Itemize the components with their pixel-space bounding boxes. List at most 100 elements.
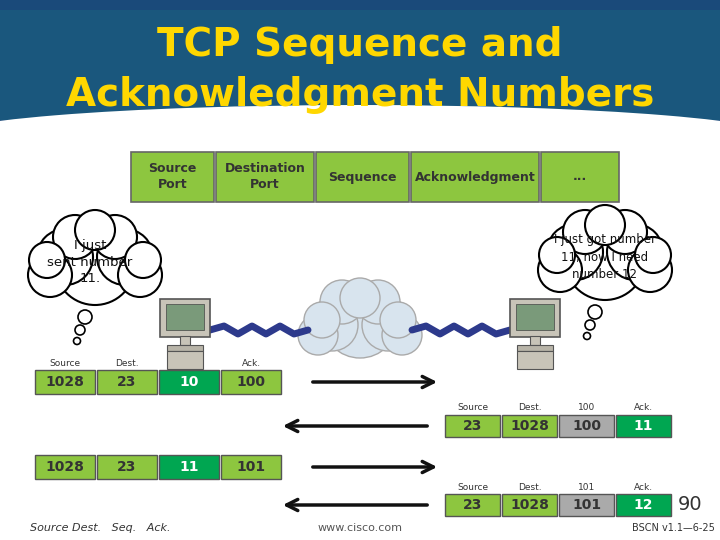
Circle shape: [304, 302, 340, 338]
Circle shape: [28, 253, 72, 297]
Text: Dest.: Dest.: [518, 403, 541, 413]
Text: 12: 12: [634, 498, 653, 512]
Circle shape: [97, 229, 153, 285]
FancyBboxPatch shape: [221, 370, 281, 394]
Circle shape: [585, 205, 625, 245]
FancyBboxPatch shape: [167, 351, 203, 369]
Circle shape: [320, 280, 364, 324]
Text: I just
sent number
11.: I just sent number 11.: [48, 239, 132, 286]
Text: 23: 23: [463, 419, 482, 433]
Circle shape: [607, 224, 663, 280]
FancyBboxPatch shape: [517, 345, 553, 351]
Circle shape: [75, 325, 85, 335]
Text: 11: 11: [634, 419, 653, 433]
Text: Source: Source: [457, 403, 488, 413]
FancyBboxPatch shape: [221, 455, 281, 479]
Circle shape: [118, 253, 162, 297]
Text: 101: 101: [236, 460, 266, 474]
Text: 100: 100: [572, 419, 601, 433]
FancyBboxPatch shape: [97, 455, 157, 479]
FancyBboxPatch shape: [541, 152, 619, 202]
Text: Ack.: Ack.: [634, 483, 653, 491]
FancyBboxPatch shape: [167, 345, 203, 351]
Circle shape: [628, 248, 672, 292]
Text: 23: 23: [117, 460, 137, 474]
Text: Dest.: Dest.: [115, 359, 139, 368]
FancyBboxPatch shape: [559, 494, 614, 516]
Circle shape: [547, 224, 603, 280]
Text: Destination
Port: Destination Port: [225, 163, 305, 192]
Circle shape: [635, 237, 671, 273]
Circle shape: [340, 278, 380, 318]
Circle shape: [93, 215, 137, 259]
Text: Ack.: Ack.: [241, 359, 261, 368]
FancyBboxPatch shape: [216, 152, 314, 202]
Circle shape: [322, 282, 398, 358]
Circle shape: [78, 310, 92, 324]
FancyBboxPatch shape: [159, 455, 219, 479]
FancyBboxPatch shape: [131, 152, 214, 202]
Text: BSCN v1.1—6-25: BSCN v1.1—6-25: [632, 523, 715, 533]
Circle shape: [563, 210, 607, 254]
Text: Acknowledgment: Acknowledgment: [415, 171, 536, 184]
FancyBboxPatch shape: [159, 370, 219, 394]
Text: 90: 90: [678, 496, 702, 515]
Text: Acknowledgment Numbers: Acknowledgment Numbers: [66, 76, 654, 114]
Circle shape: [73, 338, 81, 345]
Ellipse shape: [0, 105, 720, 175]
FancyBboxPatch shape: [510, 299, 560, 337]
Circle shape: [380, 302, 416, 338]
Text: 1028: 1028: [45, 375, 84, 389]
Text: 101: 101: [572, 498, 601, 512]
Text: 1028: 1028: [45, 460, 84, 474]
Text: 10: 10: [179, 375, 199, 389]
Circle shape: [585, 320, 595, 330]
Text: Sequence: Sequence: [328, 171, 397, 184]
Text: Ack.: Ack.: [634, 403, 653, 413]
Circle shape: [29, 242, 65, 278]
FancyBboxPatch shape: [517, 351, 553, 369]
FancyBboxPatch shape: [445, 415, 500, 437]
Circle shape: [55, 225, 135, 305]
Text: ...: ...: [573, 171, 587, 184]
Circle shape: [539, 237, 575, 273]
FancyBboxPatch shape: [616, 415, 671, 437]
Text: 11: 11: [179, 460, 199, 474]
Text: www.cisco.com: www.cisco.com: [318, 523, 402, 533]
Circle shape: [583, 333, 590, 340]
Circle shape: [603, 210, 647, 254]
FancyBboxPatch shape: [160, 299, 210, 337]
Text: 23: 23: [463, 498, 482, 512]
FancyBboxPatch shape: [0, 0, 720, 135]
Circle shape: [125, 242, 161, 278]
Text: Source Dest.   Seq.   Ack.: Source Dest. Seq. Ack.: [30, 523, 171, 533]
FancyBboxPatch shape: [411, 152, 539, 202]
Circle shape: [565, 220, 645, 300]
Circle shape: [306, 299, 358, 351]
FancyBboxPatch shape: [445, 494, 500, 516]
FancyBboxPatch shape: [530, 336, 540, 345]
Circle shape: [53, 215, 97, 259]
Circle shape: [588, 305, 602, 319]
Text: Dest.: Dest.: [518, 483, 541, 491]
FancyBboxPatch shape: [502, 494, 557, 516]
Text: 100: 100: [578, 403, 595, 413]
FancyBboxPatch shape: [166, 304, 204, 330]
FancyBboxPatch shape: [616, 494, 671, 516]
Text: TCP Sequence and: TCP Sequence and: [157, 26, 563, 64]
FancyBboxPatch shape: [559, 415, 614, 437]
FancyBboxPatch shape: [35, 455, 95, 479]
Circle shape: [37, 229, 93, 285]
Circle shape: [75, 210, 115, 250]
Text: 1028: 1028: [510, 498, 549, 512]
Text: Seq.: Seq.: [179, 359, 199, 368]
FancyBboxPatch shape: [516, 304, 554, 330]
Circle shape: [356, 280, 400, 324]
FancyBboxPatch shape: [35, 370, 95, 394]
FancyBboxPatch shape: [502, 415, 557, 437]
FancyBboxPatch shape: [316, 152, 409, 202]
Circle shape: [382, 315, 422, 355]
Text: 1028: 1028: [510, 419, 549, 433]
Text: Source: Source: [50, 359, 81, 368]
FancyBboxPatch shape: [180, 336, 190, 345]
